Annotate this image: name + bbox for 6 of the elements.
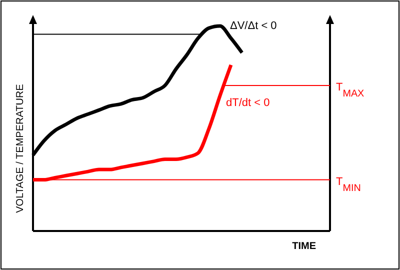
annotation: ΔV/Δt < 0 [230, 20, 277, 32]
ref-line-label: T$_{MIN}$ [336, 176, 361, 194]
y-axis-title: VOLTAGE / TEMPERATURE [15, 84, 26, 213]
x-axis-title: TIME [292, 241, 316, 252]
ref-line-label: T$_{MAX}$ [336, 81, 365, 99]
annotation: dT/dt < 0 [226, 96, 270, 109]
